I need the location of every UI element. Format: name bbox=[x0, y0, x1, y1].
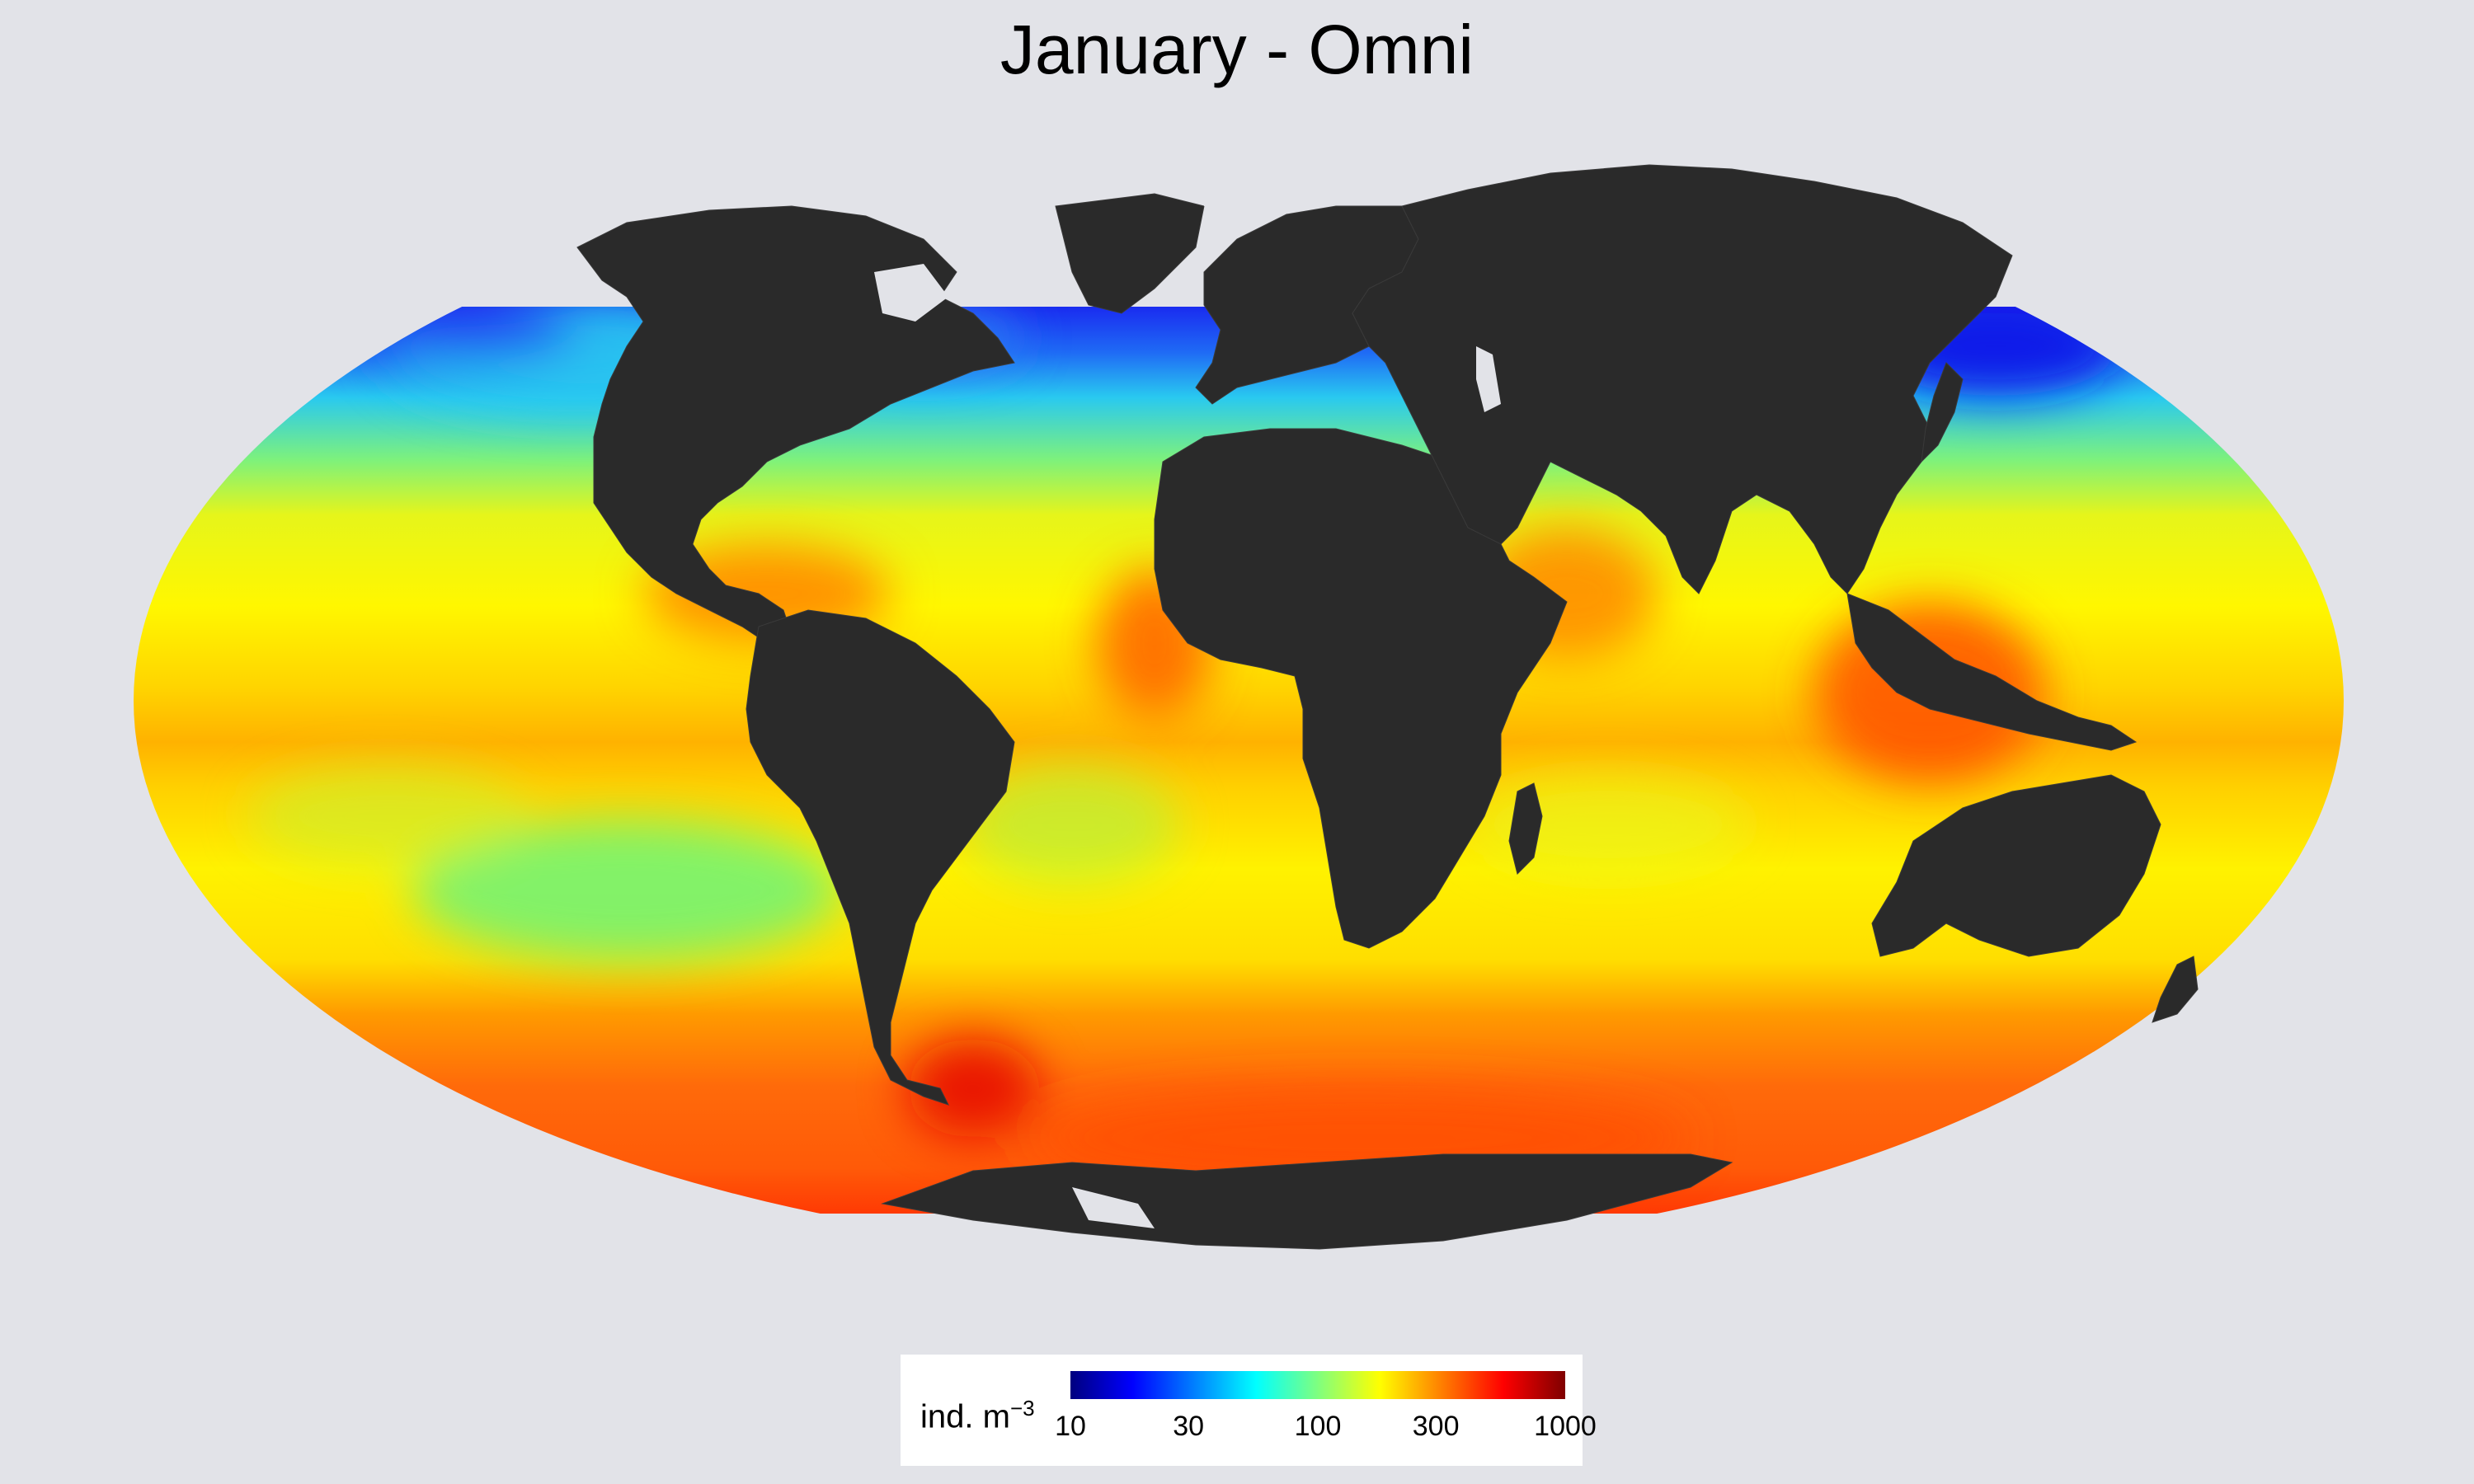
colorbar-tick-30: 30 bbox=[1173, 1411, 1205, 1442]
southeast-asia-islands bbox=[1846, 593, 2138, 751]
asia bbox=[1352, 164, 2013, 594]
antarctica bbox=[881, 1153, 1733, 1250]
map-title: January - Omni bbox=[999, 11, 1475, 88]
antarctic-peninsula-ice bbox=[1072, 1187, 1155, 1228]
new-zealand bbox=[2152, 956, 2199, 1023]
legend-unit-label: ind. m−3 bbox=[920, 1396, 1035, 1435]
hudson-bay bbox=[874, 264, 948, 322]
australia bbox=[1871, 774, 2161, 957]
legend-unit-exponent: −3 bbox=[1009, 1396, 1035, 1421]
colorbar-gradient bbox=[1070, 1371, 1565, 1399]
caspian-area bbox=[1476, 346, 1501, 412]
colorbar-tick-1000: 1000 bbox=[1534, 1411, 1597, 1442]
europe bbox=[1195, 205, 1419, 405]
colorbar-legend: ind. m−3 10 30 100 300 1000 bbox=[901, 1355, 1597, 1466]
madagascar bbox=[1508, 782, 1543, 875]
colorbar-tick-300: 300 bbox=[1412, 1411, 1460, 1442]
arctic-islands-ice bbox=[1196, 157, 1303, 214]
colorbar-tick-100: 100 bbox=[1294, 1411, 1342, 1442]
japan bbox=[1921, 362, 1964, 463]
legend-unit-text: ind. m bbox=[920, 1398, 1010, 1435]
ice-no-data bbox=[874, 157, 1501, 1228]
south-america bbox=[745, 609, 1015, 1106]
colorbar-tick-10: 10 bbox=[1055, 1411, 1086, 1442]
greenland bbox=[1055, 193, 1205, 314]
